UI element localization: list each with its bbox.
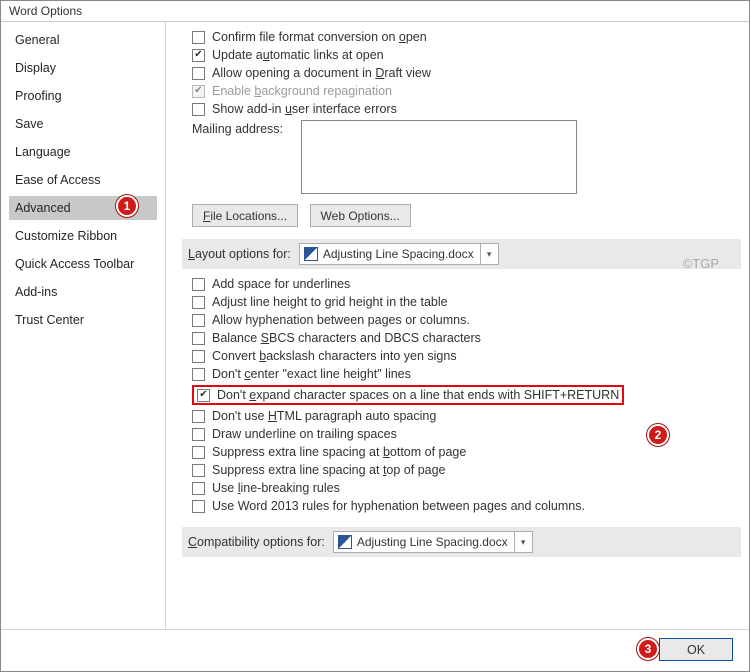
option-addin-errors[interactable]: Show add-in user interface errors [192,102,741,116]
layout-option-1[interactable]: Adjust line height to grid height in the… [192,295,741,309]
checkbox [192,85,205,98]
layout-option-6[interactable]: Don't expand character spaces on a line … [192,385,741,405]
checkbox[interactable] [192,410,205,423]
layout-option-12[interactable]: Use Word 2013 rules for hyphenation betw… [192,499,741,513]
mailing-address-row: Mailing address: [192,120,741,194]
layout-option-0[interactable]: Add space for underlines [192,277,741,291]
checkbox[interactable] [192,464,205,477]
checkbox[interactable] [192,103,205,116]
mailing-address-label: Mailing address: [192,120,283,136]
checkbox[interactable] [192,350,205,363]
watermark-text: ©TGP [683,256,719,271]
layout-option-4[interactable]: Convert backslash characters into yen si… [192,349,741,363]
layout-option-3[interactable]: Balance SBCS characters and DBCS charact… [192,331,741,345]
layout-option-2[interactable]: Allow hyphenation between pages or colum… [192,313,741,327]
sidebar-item-quick-access-toolbar[interactable]: Quick Access Toolbar [9,252,157,276]
layout-option-10[interactable]: Suppress extra line spacing at top of pa… [192,463,741,477]
compatibility-options-header: Compatibility options for: Adjusting Lin… [182,527,741,557]
annotation-marker-1: 1 [116,195,138,217]
options-sidebar: General Display Proofing Save Language Ease o… [1,22,166,629]
option-confirm-format[interactable]: Confirm file format conversion on open [192,30,741,44]
checkbox[interactable] [192,500,205,513]
word-options-window: Word Options General Display Proofing Save L… [0,0,750,672]
sidebar-item-general[interactable]: General [9,28,157,52]
checkbox[interactable] [197,389,210,402]
checkbox[interactable] [192,49,205,62]
word-doc-icon [338,535,352,549]
dropdown-arrow-icon [480,244,498,264]
checkbox[interactable] [192,278,205,291]
compat-document-select[interactable]: Adjusting Line Spacing.docx [333,531,533,553]
window-title: Word Options [1,1,749,21]
annotation-marker-3: 3 [637,638,659,660]
checkbox[interactable] [192,332,205,345]
checkbox[interactable] [192,428,205,441]
sidebar-item-add-ins[interactable]: Add-ins [9,280,157,304]
checkbox[interactable] [192,482,205,495]
sidebar-item-customize-ribbon[interactable]: Customize Ribbon [9,224,157,248]
checkbox[interactable] [192,296,205,309]
mailing-address-textarea[interactable] [301,120,577,194]
highlighted-option[interactable]: Don't expand character spaces on a line … [192,385,624,405]
checkbox[interactable] [192,67,205,80]
web-options-button[interactable]: Web Options... [310,204,411,227]
advanced-content: Confirm file format conversion on open Up… [166,22,749,629]
layout-option-11[interactable]: Use line-breaking rules [192,481,741,495]
sidebar-item-ease-of-access[interactable]: Ease of Access [9,168,157,192]
layout-option-9[interactable]: Suppress extra line spacing at bottom of… [192,445,741,459]
checkbox[interactable] [192,368,205,381]
sidebar-item-save[interactable]: Save [9,112,157,136]
option-allow-draft[interactable]: Allow opening a document in Draft view [192,66,741,80]
annotation-marker-2: 2 [647,424,669,446]
dropdown-arrow-icon [514,532,532,552]
sidebar-item-proofing[interactable]: Proofing [9,84,157,108]
sidebar-item-trust-center[interactable]: Trust Center [9,308,157,332]
word-doc-icon [304,247,318,261]
file-locations-button[interactable]: File Locations... [192,204,298,227]
layout-options-header: Layout options for: Adjusting Line Spaci… [182,239,741,269]
checkbox[interactable] [192,446,205,459]
layout-option-7[interactable]: Don't use HTML paragraph auto spacing [192,409,741,423]
ok-button[interactable]: OK [659,638,733,661]
layout-option-5[interactable]: Don't center "exact line height" lines [192,367,741,381]
layout-document-select[interactable]: Adjusting Line Spacing.docx [299,243,499,265]
option-bg-repaginate: Enable background repagination [192,84,741,98]
option-update-links[interactable]: Update automatic links at open [192,48,741,62]
checkbox[interactable] [192,314,205,327]
sidebar-item-language[interactable]: Language [9,140,157,164]
checkbox[interactable] [192,31,205,44]
sidebar-item-display[interactable]: Display [9,56,157,80]
